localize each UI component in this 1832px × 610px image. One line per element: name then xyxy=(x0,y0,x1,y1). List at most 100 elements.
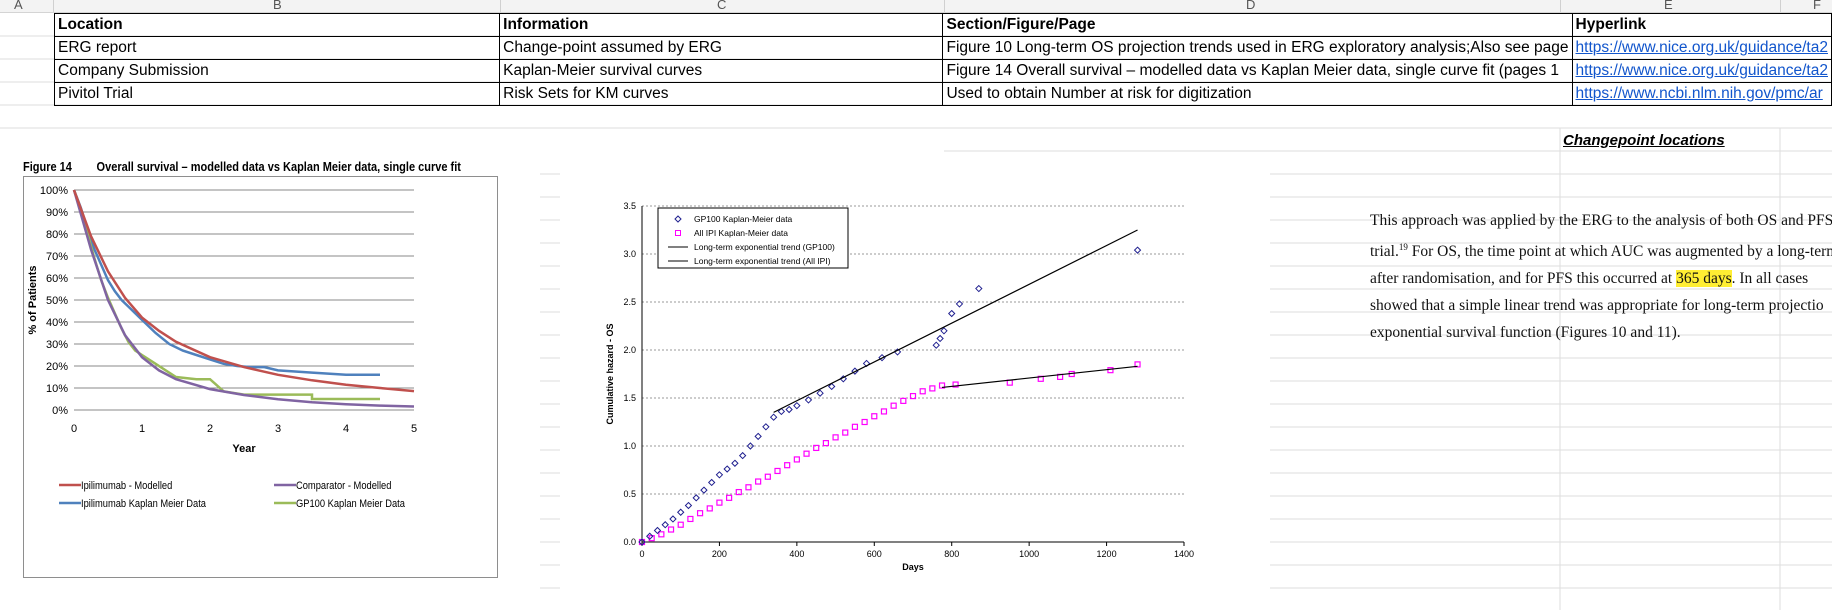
data-point xyxy=(731,459,739,467)
data-point xyxy=(762,423,770,431)
data-point xyxy=(661,521,669,529)
data-point xyxy=(785,405,793,414)
data-point xyxy=(700,486,708,494)
paragraph-text: For OS, the time point at which AUC was … xyxy=(1407,243,1832,261)
data-point xyxy=(938,382,946,389)
y-tick-label: 20% xyxy=(46,361,68,373)
data-point xyxy=(793,456,800,463)
legend-label: Ipilimumab Kaplan Meier Data xyxy=(81,498,206,510)
legend-label: All IPI Kaplan-Meier data xyxy=(694,228,788,238)
cell-section[interactable]: Figure 14 Overall survival – modelled da… xyxy=(942,59,1573,83)
legend-label: GP100 Kaplan-Meier data xyxy=(694,214,793,224)
y-tick-label: 3.5 xyxy=(623,201,636,211)
cell-information[interactable]: Risk Sets for KM curves xyxy=(499,82,944,106)
column-letter-e[interactable]: E xyxy=(1664,0,1673,12)
cell-hyperlink[interactable]: https://www.nice.org.uk/guidance/ta2 xyxy=(1571,36,1832,60)
data-point xyxy=(832,434,839,441)
y-tick-label: 3.0 xyxy=(623,249,636,259)
data-point xyxy=(929,385,936,392)
y-tick-label: 1.0 xyxy=(623,441,636,451)
paragraph-text: trial. xyxy=(1370,243,1399,261)
cell-location[interactable]: Pivitol Trial xyxy=(53,82,501,106)
header-information[interactable]: Information xyxy=(499,13,944,37)
data-point xyxy=(890,402,897,409)
changepoint-locations-label[interactable]: Changepoint locations xyxy=(1563,132,1725,149)
column-letter-b[interactable]: B xyxy=(273,0,282,12)
header-section[interactable]: Section/Figure/Page xyxy=(942,13,1573,37)
column-separator xyxy=(500,0,501,12)
column-letter-d[interactable]: D xyxy=(1246,0,1256,12)
data-point xyxy=(948,309,956,318)
data-point xyxy=(667,526,675,533)
data-point xyxy=(1133,246,1142,254)
figure14-caption: Figure 14 Overall survival – modelled dat… xyxy=(23,160,461,174)
paragraph-line: after randomisation, and for PFS this oc… xyxy=(1370,265,1832,292)
cell-location[interactable]: Company Submission xyxy=(53,59,501,83)
y-tick-label: 0.5 xyxy=(623,489,636,499)
x-axis-label: Year xyxy=(232,443,256,455)
y-tick-label: 0% xyxy=(52,405,68,417)
data-point xyxy=(861,418,868,426)
data-point xyxy=(822,440,829,447)
cell-section[interactable]: Figure 10 Long-term OS projection trends… xyxy=(942,36,1573,60)
hyperlink[interactable]: https://www.nice.org.uk/guidance/ta2 xyxy=(1575,62,1828,79)
x-tick-label: 1400 xyxy=(1174,549,1194,559)
header-location[interactable]: Location xyxy=(53,13,501,37)
data-point xyxy=(646,532,654,540)
y-tick-label: 80% xyxy=(46,229,68,241)
paragraph-line: showed that a simple linear trend was ap… xyxy=(1370,297,1824,315)
x-tick-label: 400 xyxy=(789,549,804,559)
report-paragraph: This approach was applied by the ERG to … xyxy=(1370,207,1832,346)
hyperlink[interactable]: https://www.nice.org.uk/guidance/ta2 xyxy=(1575,39,1828,56)
data-point xyxy=(932,341,940,349)
data-point xyxy=(715,471,724,479)
data-point xyxy=(975,284,983,293)
data-point xyxy=(716,499,723,506)
legend-marker xyxy=(674,215,682,223)
data-point xyxy=(707,478,716,487)
cell-hyperlink[interactable]: https://www.nice.org.uk/guidance/ta2 xyxy=(1571,59,1832,83)
table-header-row: Location Information Section/Figure/Page… xyxy=(53,13,1832,37)
data-point xyxy=(777,407,786,416)
x-tick-label: 600 xyxy=(867,549,882,559)
data-point xyxy=(940,327,948,335)
column-letter-a[interactable]: A xyxy=(14,0,23,12)
data-point xyxy=(909,392,917,400)
legend-marker xyxy=(675,230,681,236)
y-tick-label: 10% xyxy=(46,383,68,395)
data-point xyxy=(677,508,685,516)
data-point xyxy=(900,397,907,404)
paragraph-line: trial.19 For OS, the time point at which… xyxy=(1370,234,1832,265)
x-tick-label: 0 xyxy=(71,423,77,435)
data-point xyxy=(692,494,700,502)
paragraph-line: This approach was applied by the ERG to … xyxy=(1370,212,1832,229)
column-letter-c[interactable]: C xyxy=(717,0,727,12)
data-point xyxy=(774,467,781,475)
data-point xyxy=(839,375,848,383)
data-point xyxy=(793,401,801,410)
cell-information[interactable]: Change-point assumed by ERG xyxy=(499,36,944,60)
y-tick-label: 0.0 xyxy=(623,537,636,547)
series-line xyxy=(72,189,380,377)
cell-hyperlink[interactable]: https://www.ncbi.nlm.nih.gov/pmc/ar xyxy=(1571,82,1832,106)
data-point xyxy=(726,494,733,501)
cell-information[interactable]: Kaplan-Meier survival curves xyxy=(499,59,944,83)
trend-line xyxy=(941,365,1138,389)
x-tick-label: 800 xyxy=(944,549,959,559)
data-point xyxy=(871,413,878,420)
cumulative-hazard-chart[interactable]: 0.0 0.5 1.0 1.5 2.0 2.5 3.0 3.5 0 200 400 600 800 100… xyxy=(598,200,1198,585)
y-tick-label: 30% xyxy=(46,339,68,351)
data-point xyxy=(723,465,731,473)
header-hyperlink[interactable]: Hyperlink xyxy=(1571,13,1832,37)
y-tick-label: 90% xyxy=(46,207,68,219)
y-tick-label: 60% xyxy=(46,273,68,285)
survival-chart[interactable]: 0% 10% 20% 30% 40% 50% 60% 70% 80% 90% 100% 0 1 2 3 4 5 Y… xyxy=(23,176,498,578)
data-point xyxy=(784,462,791,469)
cell-location[interactable]: ERG report xyxy=(53,36,501,60)
y-axis-label: Cumulative hazard - OS xyxy=(605,323,615,424)
hyperlink[interactable]: https://www.ncbi.nlm.nih.gov/pmc/ar xyxy=(1575,85,1823,102)
column-letter-f[interactable]: F xyxy=(1813,0,1821,12)
cell-section[interactable]: Used to obtain Number at risk for digiti… xyxy=(942,82,1573,106)
data-point xyxy=(769,413,778,421)
